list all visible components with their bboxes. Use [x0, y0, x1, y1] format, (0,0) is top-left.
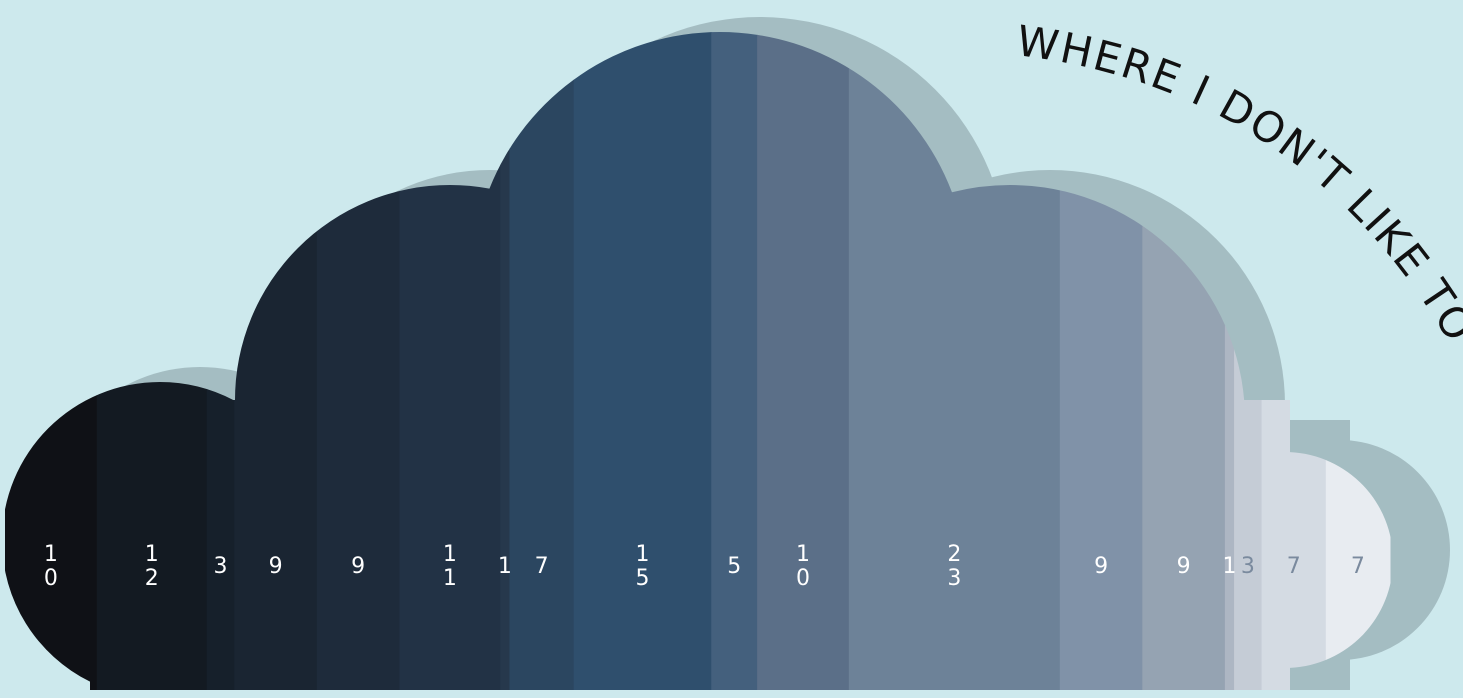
strip [757, 32, 850, 690]
value-label: 5 [727, 554, 741, 579]
value-digit: 1 [443, 566, 457, 591]
value-digit: 2 [947, 542, 961, 567]
value-label: 9 [269, 554, 283, 579]
strip [500, 32, 510, 690]
value-digit: 0 [44, 566, 58, 591]
value-digit: 7 [1351, 554, 1365, 579]
value-digit: 7 [1287, 554, 1301, 579]
value-label: 3 [214, 554, 228, 579]
value-digit: 2 [145, 566, 159, 591]
value-digit: 9 [269, 554, 283, 579]
value-digit: 9 [351, 554, 365, 579]
value-label: 9 [351, 554, 365, 579]
value-label: 3 [1241, 554, 1255, 579]
labels: 1 01 2 3 9 9 1 1 1 7 1 5 5 1 02 3 9 9 1 3 7 7 [44, 542, 1365, 591]
value-digit: 3 [1241, 554, 1255, 579]
value-digit: 1 [44, 542, 58, 567]
strip [509, 32, 575, 690]
value-digit: 1 [443, 542, 457, 567]
value-digit: 1 [145, 542, 159, 567]
value-digit: 3 [947, 566, 961, 591]
value-label: 9 [1177, 554, 1191, 579]
strip [1224, 32, 1235, 690]
value-digit: 5 [635, 566, 649, 591]
value-digit: 1 [1222, 554, 1236, 579]
value-digit: 3 [214, 554, 228, 579]
value-label: 7 [1287, 554, 1301, 579]
strip [573, 32, 712, 690]
value-digit: 9 [1177, 554, 1191, 579]
value-digit: 1 [498, 554, 512, 579]
value-digit: 1 [635, 542, 649, 567]
value-digit: 7 [535, 554, 549, 579]
strip [711, 32, 758, 690]
value-digit: 0 [796, 566, 810, 591]
value-label: 7 [535, 554, 549, 579]
value-digit: 5 [727, 554, 741, 579]
value-label: 9 [1094, 554, 1108, 579]
value-label: 7 [1351, 554, 1365, 579]
value-label: 1 [498, 554, 512, 579]
value-digit: 9 [1094, 554, 1108, 579]
value-digit: 1 [796, 542, 810, 567]
value-label: 1 [1222, 554, 1236, 579]
